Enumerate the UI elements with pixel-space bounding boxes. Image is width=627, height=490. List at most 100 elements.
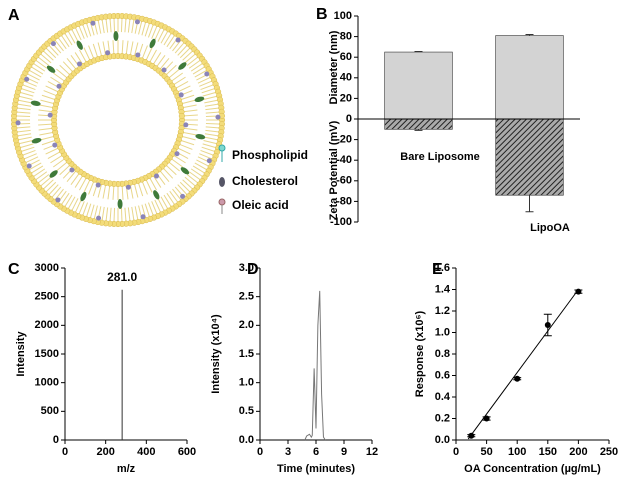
x-axis-label: m/z: [117, 463, 136, 475]
bar: [384, 51, 453, 120]
y-tick-label: 1.4: [435, 283, 451, 295]
y-tick-label: 60: [340, 51, 352, 63]
y-axis-label: Zeta Potential (mV): [328, 120, 340, 220]
point: [483, 415, 490, 422]
x-tick-label: 200: [96, 446, 114, 458]
error-bar: [414, 51, 423, 53]
legend: Phospholipid Cholesterol Oleic acid: [218, 144, 308, 214]
bar: [495, 35, 564, 120]
panel-label: C: [8, 261, 20, 278]
x-tick-label: 200: [569, 446, 587, 458]
oleic-acid: [55, 197, 61, 203]
oleic-acid: [52, 142, 58, 148]
fit-line: [467, 289, 579, 440]
x-tick-label: 6: [313, 446, 319, 458]
y-tick-label: 0.0: [239, 434, 254, 446]
cholesterol: [49, 170, 58, 178]
y-tick-label: 0.4: [435, 391, 451, 403]
y-tick-label: 1.0: [239, 377, 254, 389]
oleic-acid: [56, 83, 62, 89]
cholesterol: [178, 62, 187, 70]
y-tick-label: 1.2: [435, 305, 450, 317]
cholesterol: [194, 96, 205, 103]
y-tick-label: 0: [346, 113, 352, 125]
y-tick-label: 1.6: [435, 262, 450, 274]
category-label: Bare Liposome: [400, 151, 479, 163]
oleic-acid: [76, 61, 82, 67]
panel-label: D: [247, 261, 259, 278]
oleic-acid: [206, 158, 212, 164]
x-axis-label: Time (minutes): [277, 463, 355, 475]
y-tick-label: -60: [336, 175, 352, 187]
oleic-acid: [47, 112, 53, 118]
point: [544, 321, 551, 328]
oleic-acid: [140, 214, 146, 220]
y-tick-label: 3.0: [239, 262, 254, 274]
oleic-acid: [183, 122, 189, 128]
y-axis-label: Intensity: [15, 331, 27, 377]
oleic-acid: [90, 20, 96, 26]
cholesterol: [46, 65, 56, 73]
oleic-acid: [125, 184, 131, 190]
x-tick-label: 600: [178, 446, 196, 458]
liposome-diagram: [10, 12, 226, 228]
cholesterol: [31, 137, 42, 144]
legend-icon: [219, 177, 225, 187]
legend-icon: [218, 198, 226, 206]
y-tick-label: 2.5: [239, 291, 254, 303]
legend-label: Phospholipid: [232, 148, 308, 162]
oleic-acid: [105, 50, 111, 56]
oleic-acid: [175, 37, 181, 43]
oleic-acid: [50, 41, 56, 47]
oleic-acid: [161, 67, 167, 73]
y-axis-label: Intensity (x10⁴): [210, 314, 222, 394]
point: [514, 375, 521, 382]
cholesterol: [153, 190, 160, 200]
bar: [384, 118, 453, 130]
oleic-acid: [96, 215, 102, 221]
oleic-acid: [215, 114, 221, 120]
y-tick-label: 100: [334, 10, 352, 22]
y-tick-label: 80: [340, 31, 352, 43]
panel-label: B: [316, 6, 328, 23]
cholesterol: [180, 167, 190, 175]
error-bar: [525, 195, 534, 213]
error-bar: [414, 129, 423, 131]
x-tick-label: 3: [285, 446, 291, 458]
y-tick-label: 20: [340, 92, 352, 104]
x-tick-label: 400: [137, 446, 155, 458]
oleic-acid: [174, 151, 180, 157]
legend-label: Cholesterol: [232, 174, 298, 188]
oleic-acid: [178, 92, 184, 98]
x-tick-label: 0: [62, 446, 68, 458]
cholesterol: [80, 191, 87, 202]
x-tick-label: 100: [508, 446, 526, 458]
y-tick-label: 0.5: [239, 405, 254, 417]
oleic-acid: [135, 52, 141, 58]
y-tick-label: 2.0: [239, 319, 254, 331]
x-tick-label: 0: [453, 446, 459, 458]
cholesterol: [113, 31, 119, 42]
x-tick-label: 150: [539, 446, 557, 458]
y-tick-label: 1000: [35, 377, 59, 389]
oleic-acid: [180, 193, 186, 199]
bar: [495, 118, 564, 196]
panel-label: E: [432, 261, 443, 278]
oleic-acid: [69, 167, 75, 173]
error-bar: [525, 34, 534, 36]
x-tick-label: 12: [366, 446, 378, 458]
oleic-acid: [26, 163, 32, 169]
cholesterol: [117, 198, 123, 209]
x-tick-label: 0: [257, 446, 263, 458]
point: [468, 432, 475, 439]
y-tick-label: 0.8: [435, 348, 450, 360]
x-tick-label: 9: [341, 446, 347, 458]
y-tick-label: -100: [330, 216, 352, 228]
y-tick-label: 2000: [35, 319, 59, 331]
oleic-acid: [154, 173, 160, 179]
oleic-acid: [134, 19, 140, 25]
y-tick-label: 2500: [35, 291, 59, 303]
cholesterol: [195, 134, 206, 140]
category-label: LipoOA: [530, 222, 570, 234]
panel-label: A: [8, 7, 20, 24]
